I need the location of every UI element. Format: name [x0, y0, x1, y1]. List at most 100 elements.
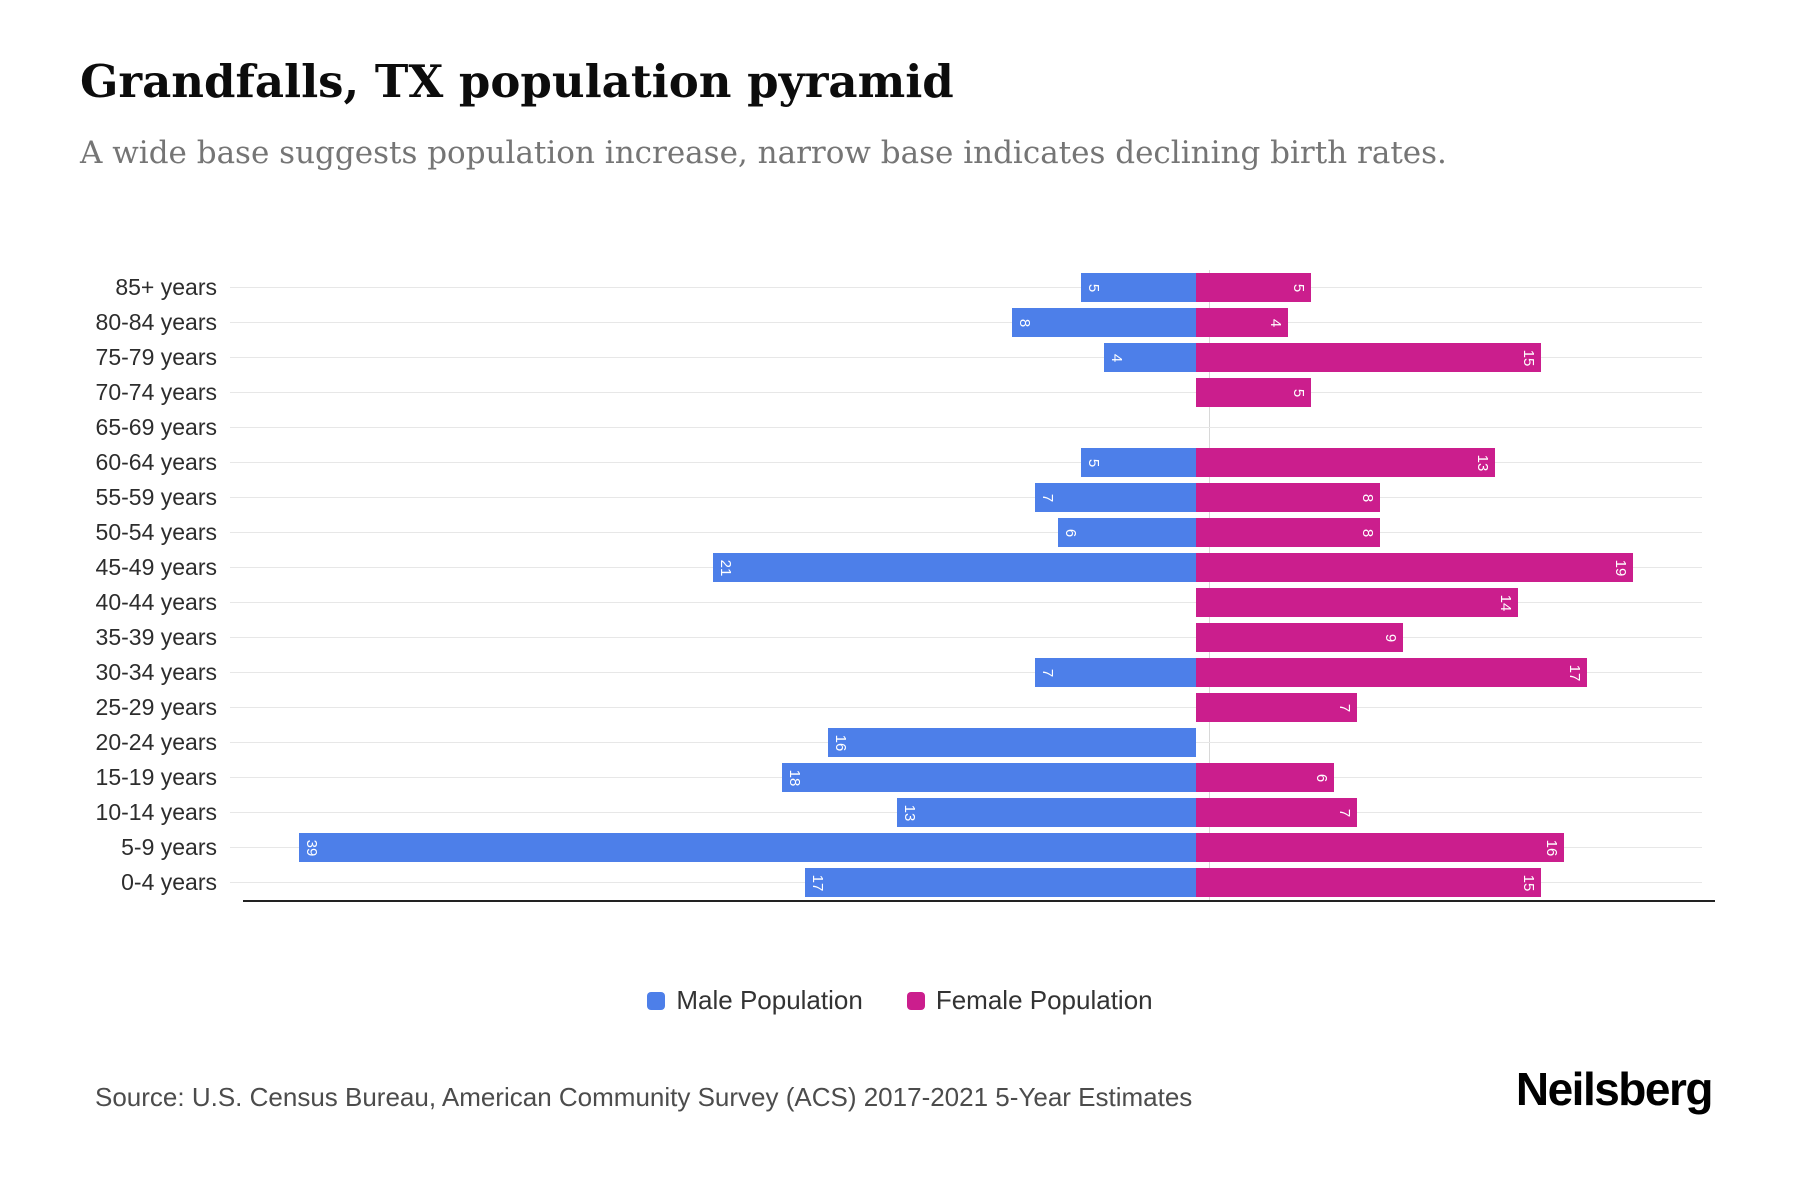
bar-value-label: 15	[1520, 349, 1537, 366]
category-label: 50-54 years	[95, 519, 217, 545]
category-label: 15-19 years	[95, 764, 217, 790]
pyramid-row: 70-74 years 5	[0, 375, 1800, 410]
legend-label-female: Female Population	[935, 985, 1153, 1015]
female-bar[interactable]: 17	[1196, 658, 1587, 687]
category-label: 85+ years	[115, 274, 217, 300]
pyramid-row: 50-54 years 6 8	[0, 515, 1800, 550]
brand-logo: Neilsberg	[1515, 1063, 1714, 1115]
bar-value-label: 18	[786, 769, 803, 786]
gridline	[230, 322, 1702, 323]
male-bar[interactable]: 39	[299, 833, 1196, 862]
female-bar[interactable]: 5	[1196, 273, 1311, 302]
bar-value-label: 17	[1566, 664, 1583, 681]
bar-value-label: 5	[1290, 388, 1307, 397]
gridline	[230, 427, 1702, 428]
female-bar[interactable]: 6	[1196, 763, 1334, 792]
category-label: 45-49 years	[95, 554, 217, 580]
pyramid-rows: 85+ years 5 5 80-84 years 8 4 75-79 years 4 15 70…	[0, 270, 1800, 900]
x-axis-line	[243, 900, 1715, 902]
female-bar[interactable]: 15	[1196, 343, 1541, 372]
bar-value-label: 21	[717, 559, 734, 576]
male-bar[interactable]: 13	[897, 798, 1196, 827]
male-bar[interactable]: 16	[828, 728, 1196, 757]
gridline	[230, 357, 1702, 358]
bar-value-label: 7	[1039, 668, 1056, 677]
bar-value-label: 4	[1267, 318, 1284, 327]
pyramid-row: 5-9 years 39 16	[0, 830, 1800, 865]
male-bar[interactable]: 5	[1081, 273, 1196, 302]
male-bar[interactable]: 7	[1035, 658, 1196, 687]
pyramid-row: 35-39 years 9	[0, 620, 1800, 655]
female-bar[interactable]: 4	[1196, 308, 1288, 337]
category-label: 25-29 years	[95, 694, 217, 720]
gridline	[230, 392, 1702, 393]
category-label: 0-4 years	[121, 869, 217, 895]
plot-area: 21 19	[230, 550, 1702, 585]
category-label: 30-34 years	[95, 659, 217, 685]
female-bar[interactable]: 13	[1196, 448, 1495, 477]
bar-value-label: 14	[1497, 594, 1514, 611]
bar-value-label: 6	[1062, 528, 1079, 537]
category-label: 55-59 years	[95, 484, 217, 510]
bar-value-label: 7	[1336, 703, 1353, 712]
population-pyramid-chart: 85+ years 5 5 80-84 years 8 4 75-79 years 4 15 70…	[0, 270, 1800, 902]
bar-value-label: 5	[1085, 458, 1102, 467]
female-bar[interactable]: 8	[1196, 483, 1380, 512]
female-bar[interactable]: 9	[1196, 623, 1403, 652]
male-bar[interactable]: 6	[1058, 518, 1196, 547]
female-legend-swatch	[906, 991, 925, 1010]
male-bar[interactable]: 17	[805, 868, 1196, 897]
bar-value-label: 13	[1474, 454, 1491, 471]
male-bar[interactable]: 5	[1081, 448, 1196, 477]
pyramid-row: 40-44 years 14	[0, 585, 1800, 620]
plot-area	[230, 410, 1702, 445]
pyramid-row: 55-59 years 7 8	[0, 480, 1800, 515]
female-bar[interactable]: 19	[1196, 553, 1633, 582]
chart-title: Grandfalls, TX population pyramid	[80, 55, 954, 108]
female-bar[interactable]: 7	[1196, 693, 1357, 722]
plot-area: 5 13	[230, 445, 1702, 480]
female-bar[interactable]: 16	[1196, 833, 1564, 862]
pyramid-row: 65-69 years	[0, 410, 1800, 445]
bar-value-label: 8	[1016, 318, 1033, 327]
legend-item-male[interactable]: Male Population	[647, 985, 863, 1016]
male-bar[interactable]: 18	[782, 763, 1196, 792]
gridline	[230, 532, 1702, 533]
bar-value-label: 13	[901, 804, 918, 821]
female-bar[interactable]: 7	[1196, 798, 1357, 827]
category-label: 60-64 years	[95, 449, 217, 475]
bar-value-label: 6	[1313, 773, 1330, 782]
center-axis-line	[1209, 270, 1210, 900]
gridline	[230, 672, 1702, 673]
pyramid-row: 10-14 years 13 7	[0, 795, 1800, 830]
plot-area: 7	[230, 690, 1702, 725]
female-bar[interactable]: 14	[1196, 588, 1518, 617]
plot-area: 16	[230, 725, 1702, 760]
male-bar[interactable]: 8	[1012, 308, 1196, 337]
plot-area: 18 6	[230, 760, 1702, 795]
female-bar[interactable]: 8	[1196, 518, 1380, 547]
male-bar[interactable]: 7	[1035, 483, 1196, 512]
bar-value-label: 9	[1382, 633, 1399, 642]
male-bar[interactable]: 4	[1104, 343, 1196, 372]
category-label: 20-24 years	[95, 729, 217, 755]
pyramid-row: 15-19 years 18 6	[0, 760, 1800, 795]
legend-item-female[interactable]: Female Population	[906, 985, 1153, 1016]
plot-area: 39 16	[230, 830, 1702, 865]
female-bar[interactable]: 5	[1196, 378, 1311, 407]
category-label: 70-74 years	[95, 379, 217, 405]
pyramid-row: 75-79 years 4 15	[0, 340, 1800, 375]
plot-area: 7 17	[230, 655, 1702, 690]
plot-area: 9	[230, 620, 1702, 655]
pyramid-row: 25-29 years 7	[0, 690, 1800, 725]
bar-value-label: 16	[832, 734, 849, 751]
male-bar[interactable]: 21	[713, 553, 1196, 582]
pyramid-row: 60-64 years 5 13	[0, 445, 1800, 480]
category-label: 40-44 years	[95, 589, 217, 615]
female-bar[interactable]: 15	[1196, 868, 1541, 897]
category-label: 10-14 years	[95, 799, 217, 825]
